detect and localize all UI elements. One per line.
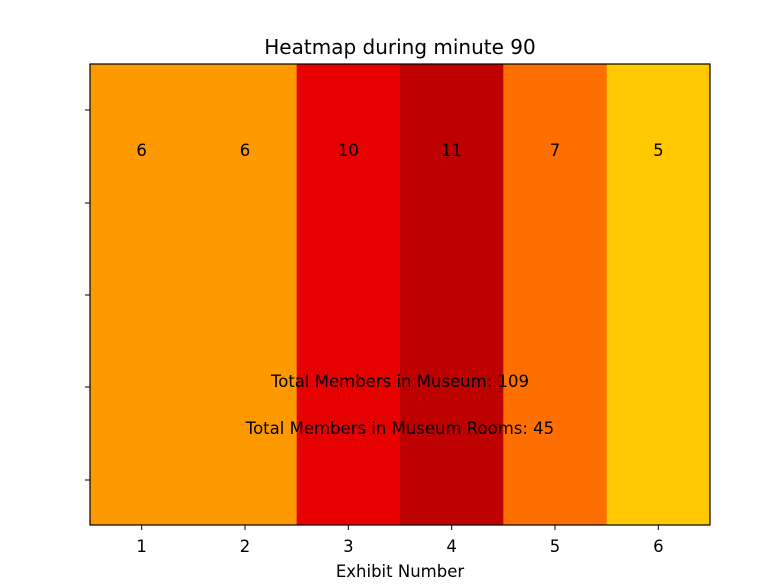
heatmap-cell-exhibit-3 bbox=[296, 64, 401, 525]
heatmap-cells bbox=[90, 64, 711, 525]
x-tick-label-4: 4 bbox=[446, 537, 457, 556]
cell-value-label-exhibit-6: 5 bbox=[653, 141, 664, 160]
x-tick-label-5: 5 bbox=[550, 537, 561, 556]
y-axis-ticks bbox=[85, 109, 90, 481]
x-axis-label: Exhibit Number bbox=[336, 562, 465, 581]
x-tick-label-3: 3 bbox=[343, 537, 354, 556]
cell-value-label-exhibit-4: 11 bbox=[441, 141, 462, 160]
cell-value-label-exhibit-5: 7 bbox=[550, 141, 561, 160]
heatmap-cell-exhibit-2 bbox=[193, 64, 298, 525]
heatmap-cell-exhibit-6 bbox=[606, 64, 711, 525]
chart-title: Heatmap during minute 90 bbox=[264, 35, 535, 59]
heatmap-cell-exhibit-5 bbox=[503, 64, 608, 525]
cell-value-label-exhibit-2: 6 bbox=[240, 141, 251, 160]
x-tick-label-6: 6 bbox=[653, 537, 664, 556]
heatmap-cell-exhibit-4 bbox=[400, 64, 504, 525]
total-members-museum-annotation: Total Members in Museum: 109 bbox=[270, 372, 529, 391]
x-tick-label-1: 1 bbox=[136, 537, 147, 556]
x-tick-label-2: 2 bbox=[240, 537, 251, 556]
total-members-rooms-annotation: Total Members in Museum Rooms: 45 bbox=[245, 419, 554, 438]
x-axis-ticks: 1 2 3 4 5 6 bbox=[136, 525, 664, 556]
cell-value-label-exhibit-1: 6 bbox=[136, 141, 147, 160]
cell-value-label-exhibit-3: 10 bbox=[338, 141, 359, 160]
annotation-group: Total Members in Museum: 109 Total Membe… bbox=[245, 372, 554, 438]
heatmap-cell-exhibit-1 bbox=[90, 64, 194, 525]
cell-value-labels: 6 6 10 11 7 5 bbox=[136, 141, 663, 160]
